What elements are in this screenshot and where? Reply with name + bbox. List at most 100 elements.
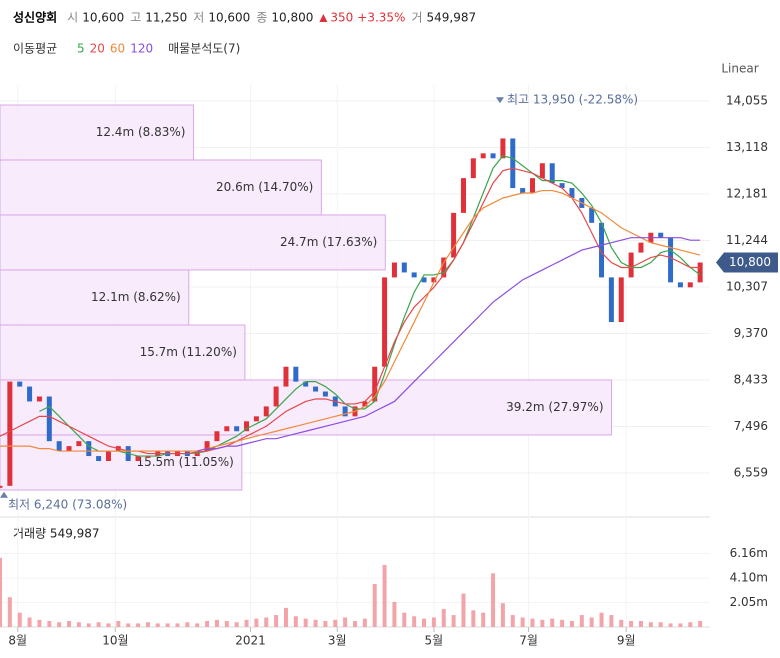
volume-bar [678, 623, 683, 627]
candle [204, 441, 210, 452]
volume-bar [57, 622, 62, 627]
candle [608, 277, 614, 323]
field-value: 10,600 [208, 11, 250, 25]
up-arrow [319, 14, 328, 22]
candle [244, 421, 250, 432]
y-tick-label: 10,307 [726, 279, 768, 293]
legend-entry: 20 [90, 42, 105, 56]
price-tag-label: 10,800 [729, 255, 771, 269]
volume-bar [254, 618, 259, 627]
field-label: 종 [256, 11, 267, 25]
candle [677, 282, 683, 288]
profile-bar [0, 214, 386, 271]
volume-tick-label: 2.05m [730, 595, 768, 609]
scale-mode[interactable]: Linear [721, 62, 758, 76]
field-label: 거 [411, 11, 422, 25]
candle [569, 188, 575, 198]
candle [382, 277, 388, 367]
candle [697, 262, 703, 283]
volume-bar [550, 618, 555, 627]
volume-bar [471, 610, 476, 627]
volume-bar [145, 622, 150, 627]
volume-bar [402, 612, 407, 627]
legend-title: 이동평균 [13, 42, 57, 56]
field-value: 10,600 [82, 11, 124, 25]
candle [520, 188, 526, 194]
candle [145, 456, 151, 459]
x-tick-label: 2021 [235, 634, 266, 648]
volume-bar [372, 584, 377, 627]
x-tick-label: 7월 [519, 634, 538, 648]
volume-tick-label: 4.10m [730, 571, 768, 585]
volume-bar [451, 615, 456, 627]
volume-bar [648, 622, 653, 627]
volume-bar [560, 619, 565, 627]
candle [372, 366, 378, 402]
profile-bar [0, 159, 322, 216]
volume-bar [362, 618, 367, 627]
volume-bar [76, 622, 81, 627]
volume-bar [343, 617, 348, 627]
volume-bar [165, 623, 170, 627]
stock-name: 성신양회 [13, 10, 57, 25]
volume-bar [47, 621, 52, 627]
volume-bar [303, 618, 308, 627]
ma-line [39, 155, 701, 457]
ma-line [0, 167, 701, 455]
volume-bar [382, 564, 387, 627]
candle [401, 262, 407, 273]
y-tick-label: 12,181 [726, 186, 768, 200]
candle [431, 277, 437, 283]
volume-bar [520, 617, 525, 627]
candle [253, 416, 259, 422]
candle [7, 381, 13, 486]
profile-label: 12.1m (8.62%) [91, 290, 181, 304]
low-marker [0, 491, 8, 498]
low-label: 최저 6,240 (73.08%) [8, 497, 127, 511]
candle [46, 396, 52, 442]
volume-bar [599, 612, 604, 627]
y-tick-label: 8,433 [734, 372, 768, 386]
candle [17, 381, 23, 387]
overlay-label[interactable]: 매물분석도(7) [168, 42, 240, 56]
candle [559, 183, 565, 189]
profile-label: 20.6m (14.70%) [216, 180, 313, 194]
volume-title: 거래량 549,987 [13, 527, 100, 541]
x-tick-label: 9월 [617, 634, 636, 648]
profile-label: 24.7m (17.63%) [280, 235, 377, 249]
volume-bar [175, 623, 180, 627]
volume-bar [293, 616, 298, 627]
volume-bar [431, 617, 436, 627]
candle [510, 138, 516, 189]
candle [539, 163, 545, 179]
field-label: 고 [130, 11, 141, 25]
volume-bar [224, 621, 229, 627]
y-tick-label: 14,055 [726, 93, 768, 107]
candle [273, 386, 279, 407]
candle [224, 426, 230, 432]
candle [480, 153, 486, 159]
candle [530, 178, 535, 194]
volume-bar [106, 623, 111, 627]
volume-bar [500, 603, 505, 627]
change: 350 [330, 11, 353, 25]
volume-bar [185, 622, 190, 627]
y-tick-label: 6,559 [734, 465, 768, 479]
volume-bar [67, 621, 72, 627]
volume-tick-label: 6.16m [730, 546, 768, 560]
volume-bar [27, 617, 32, 627]
volume-bar [510, 615, 515, 627]
volume-bar [333, 619, 338, 627]
x-tick-label: 5월 [425, 634, 444, 648]
volume-bar [7, 597, 12, 627]
ma-line [197, 237, 701, 452]
candle [638, 242, 644, 253]
field-value: 10,800 [271, 11, 313, 25]
candle [391, 262, 397, 278]
volume-bar [658, 622, 663, 627]
candle [490, 153, 496, 159]
legend: 5 20 60 120 매물분석도(7) [77, 42, 240, 56]
candle [342, 406, 348, 417]
volume-bar [116, 621, 121, 627]
